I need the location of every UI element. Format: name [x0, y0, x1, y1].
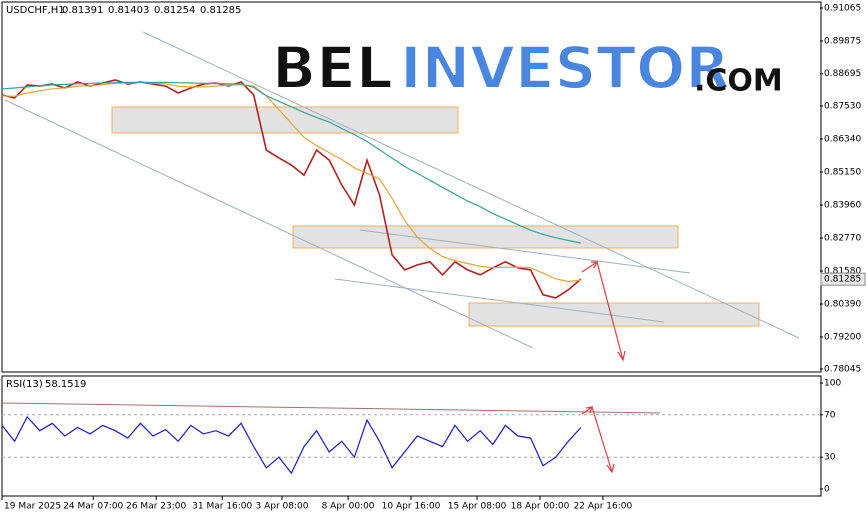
y-tick-label: 0.82770: [824, 233, 861, 243]
watermark-investor: INVESTOR: [400, 34, 730, 102]
y-tick-label: 30: [824, 453, 836, 463]
zones: [111, 106, 760, 327]
trend-line: [4, 99, 534, 349]
rsi-value: 58.1519: [45, 379, 86, 390]
y-tick-label: 100: [824, 379, 841, 389]
series-line: [1, 81, 581, 283]
rsi-forecast-arrow: [581, 406, 613, 473]
rsi-name: RSI(13): [6, 379, 43, 390]
y-tick-label: 0.81580: [824, 266, 861, 276]
symbol: USDCHF,H1: [6, 5, 65, 16]
y-tick-label: 0.88695: [824, 69, 861, 79]
ohlc-value: 0.81391: [62, 5, 103, 16]
y-tick-label: 0.78045: [824, 365, 861, 375]
y-tick-label: 0.80390: [824, 299, 861, 309]
trend-line: [359, 229, 691, 274]
zone: [111, 106, 459, 134]
arrow-head: [617, 350, 626, 362]
y-tick-label: 0.91065: [824, 4, 861, 14]
series-layer: [1, 79, 820, 475]
x-tick-label: 3 Apr 08:00: [256, 502, 309, 512]
arrow-head: [585, 406, 593, 414]
trend-lines: [1, 31, 800, 414]
x-tick-label: 10 Apr 16:00: [382, 502, 441, 512]
x-tick-label: 31 Mar 16:00: [192, 502, 252, 512]
x-tick-label: 26 Mar 23:00: [126, 502, 186, 512]
trend-line: [142, 31, 800, 339]
ohlc-value: 0.81285: [200, 5, 241, 16]
zone: [468, 302, 760, 327]
series-line: [1, 81, 582, 244]
x-tick-label: 15 Apr 08:00: [448, 502, 507, 512]
y-tick-label: 0.79200: [824, 332, 861, 342]
y-tick-label: 70: [824, 410, 836, 420]
ohlc-value: 0.81403: [108, 5, 149, 16]
last-price-box: [820, 272, 866, 286]
x-tick-label: 19 Mar 2025: [4, 502, 61, 512]
x-tick-label: 22 Apr 16:00: [574, 502, 633, 512]
x-tick-label: 24 Mar 07:00: [63, 502, 123, 512]
price-panel: [1, 1, 822, 373]
arrows: [581, 261, 626, 474]
ohlc-value: 0.81254: [154, 5, 195, 16]
watermark-com: .COM: [694, 64, 783, 99]
y-tick-label: 0.85150: [824, 168, 861, 178]
zone: [292, 225, 679, 249]
y-tick-label: 0.89875: [824, 36, 861, 46]
series-line: [1, 415, 582, 475]
last-price-label: 0.81285: [824, 275, 861, 285]
rsi-trend-line: [1, 402, 661, 414]
arrow-head: [606, 463, 615, 474]
series-line: [1, 79, 582, 299]
x-tick-label: 18 Apr 00:00: [511, 502, 570, 512]
y-tick-label: 0.83960: [824, 200, 861, 210]
watermark: BEL INVESTOR .COM: [271, 33, 783, 103]
y-tick-label: 0.87530: [824, 102, 861, 112]
watermark-bel: BEL: [272, 34, 393, 102]
y-tick-label: 0: [824, 485, 830, 495]
x-tick-label: 8 Apr 00:00: [322, 502, 375, 512]
arrow-head: [591, 261, 598, 269]
y-tick-label: 0.86340: [824, 135, 861, 145]
trend-line: [334, 278, 665, 323]
